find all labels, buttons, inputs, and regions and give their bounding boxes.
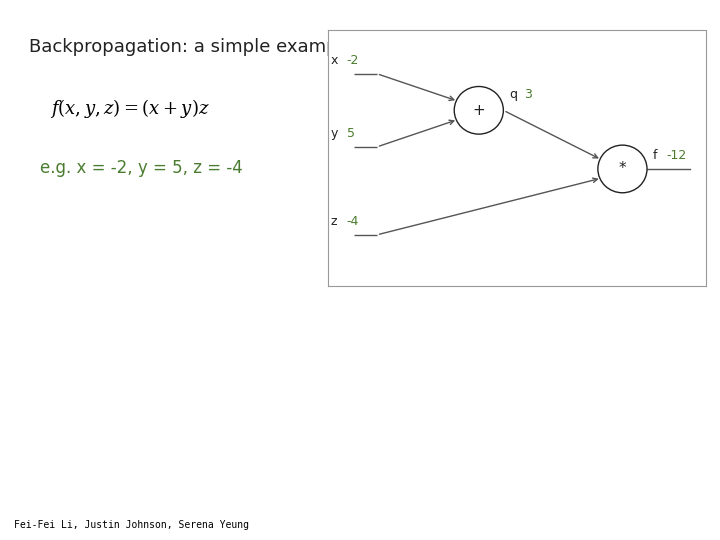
Text: +: + [472,103,485,118]
Text: z: z [330,215,337,228]
Text: y: y [330,127,338,140]
Text: -12: -12 [666,148,686,161]
Text: 3: 3 [524,88,532,101]
Text: -2: -2 [346,54,359,67]
Circle shape [598,145,647,193]
Text: -4: -4 [346,215,359,228]
Text: 5: 5 [346,127,354,140]
Text: e.g. x = -2, y = 5, z = -4: e.g. x = -2, y = 5, z = -4 [40,159,243,177]
Circle shape [454,86,503,134]
Text: *: * [618,161,626,177]
Text: $f(x,y,z) = (x+y)z$: $f(x,y,z) = (x+y)z$ [50,97,210,120]
Text: Backpropagation: a simple example: Backpropagation: a simple example [29,38,354,56]
Text: x: x [330,54,338,67]
Text: Fei-Fei Li, Justin Johnson, Serena Yeung: Fei-Fei Li, Justin Johnson, Serena Yeung [14,520,249,530]
Text: q: q [509,88,517,101]
Text: f: f [653,148,657,161]
